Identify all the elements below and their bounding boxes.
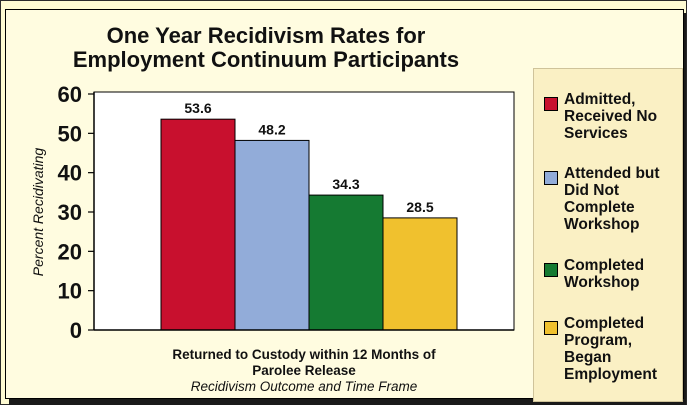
y-tick-label: 20 — [58, 239, 82, 264]
legend-swatch-admitted — [544, 97, 558, 111]
bar-value-label: 28.5 — [406, 199, 433, 215]
x-axis-sublabel: Recidivism Outcome and Time Frame — [190, 379, 418, 394]
bar-value-label: 53.6 — [184, 100, 211, 116]
bar — [234, 139, 310, 331]
bar-value-label: 48.2 — [258, 121, 285, 137]
legend: Admitted, Received No Services Attended … — [533, 68, 683, 402]
x-axis-label-line-1: Returned to Custody within 12 Months of — [172, 347, 436, 362]
chart-title: One Year Recidivism Rates for Employment… — [6, 24, 526, 72]
y-tick-label: 10 — [58, 279, 82, 304]
y-tick-label: 60 — [58, 82, 82, 107]
legend-item-completed-workshop: Completed Workshop — [544, 257, 676, 291]
legend-item-attended: Attended but Did Not Complete Workshop — [544, 165, 676, 233]
x-axis-label: Returned to Custody within 12 Months of … — [94, 347, 514, 379]
bar — [308, 194, 384, 331]
y-tick-label: 50 — [58, 121, 82, 146]
legend-item-employment: Completed Program, Began Employment — [544, 315, 676, 383]
bar — [382, 217, 458, 331]
legend-label-employment: Completed Program, Began Employment — [564, 315, 658, 383]
legend-swatch-attended — [544, 171, 558, 185]
legend-swatch-completed-workshop — [544, 263, 558, 277]
legend-label-completed-workshop: Completed Workshop — [564, 257, 645, 291]
title-line-2: Employment Continuum Participants — [72, 47, 460, 72]
chart-panel: One Year Recidivism Rates for Employment… — [5, 9, 684, 402]
y-tick-label: 30 — [58, 200, 82, 225]
y-tick-label: 0 — [70, 318, 82, 343]
legend-item-admitted: Admitted, Received No Services — [544, 91, 676, 142]
bar-value-label: 34.3 — [332, 176, 359, 192]
legend-label-admitted: Admitted, Received No Services — [564, 91, 658, 142]
legend-label-attended: Attended but Did Not Complete Workshop — [564, 165, 660, 233]
legend-swatch-employment — [544, 321, 558, 335]
title-line-1: One Year Recidivism Rates for — [106, 23, 426, 48]
bar-chart: 0 10 20 30 40 50 60 Percent Recidivating 53.6 48.… — [30, 82, 515, 343]
y-axis-title: Percent Recidivating — [30, 148, 46, 277]
bar — [160, 118, 236, 331]
x-axis-label-line-2: Parolee Release — [252, 363, 356, 378]
y-tick-label: 40 — [58, 161, 82, 186]
